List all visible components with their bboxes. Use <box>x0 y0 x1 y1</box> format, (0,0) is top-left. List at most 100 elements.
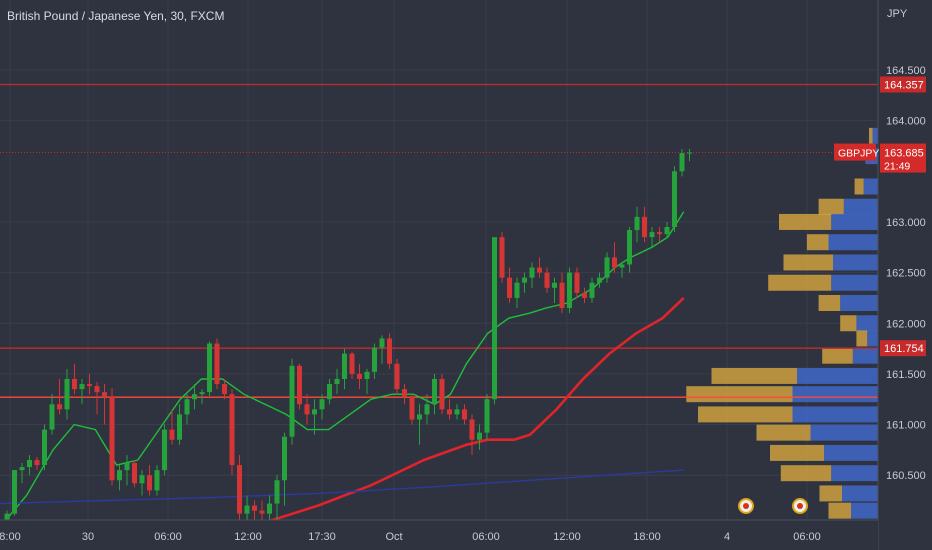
candle-body <box>454 409 460 415</box>
volume-profile-bar-down <box>783 254 833 271</box>
candle-body <box>274 480 280 504</box>
price-level-tag <box>880 76 926 93</box>
candle-body <box>252 505 257 511</box>
x-axis-ticks: 8:00 30 06:00 12:00 17:30 Oct 06:00 12:00 18:00 4… <box>0 531 821 543</box>
candle-body <box>447 409 452 415</box>
candle-body <box>177 414 182 440</box>
y-tick-label: 160.500 <box>886 470 926 482</box>
candle-body <box>289 365 295 437</box>
x-tick-label: 06:00 <box>154 531 182 543</box>
candle-body <box>627 230 632 265</box>
candles <box>4 149 692 524</box>
x-tick-label: 12:00 <box>234 531 262 543</box>
volume-profile-bar-up <box>792 406 878 423</box>
candle-body <box>12 470 17 514</box>
candle-body <box>567 272 572 309</box>
candle-body <box>582 292 587 298</box>
volume-profile-bar-down <box>806 234 829 251</box>
x-tick-label: 06:00 <box>793 531 821 543</box>
volume-profile-bar-down <box>779 213 832 230</box>
volume-profile-bar-down <box>828 502 851 519</box>
y-axis-ticks: 164.500 164.000 163.000 162.500 162.000 161.5… <box>886 65 926 482</box>
time-axis[interactable] <box>0 520 878 550</box>
candle-body <box>267 503 272 514</box>
candle-body <box>657 232 662 235</box>
volume-profile-bar-down <box>768 274 832 291</box>
candle-body <box>4 513 10 521</box>
volume-profile-bar-up <box>831 213 878 230</box>
candle-body <box>612 257 617 268</box>
candle-body <box>357 373 362 379</box>
candle-body <box>297 365 302 405</box>
candle-body <box>484 399 490 433</box>
volume-profile-bar-down <box>770 444 824 461</box>
candle-body <box>319 399 325 410</box>
x-tick-label: 18:00 <box>633 531 661 543</box>
volume-profile-bar-down <box>869 127 873 144</box>
candle-body <box>222 384 227 395</box>
volume-profile-bar-up <box>863 178 878 195</box>
x-tick-label: 30 <box>82 531 94 543</box>
x-tick-label: 06:00 <box>472 531 500 543</box>
candle-body <box>492 237 497 400</box>
volume-profile-bar-down <box>840 315 857 332</box>
volume-profile-bar-up <box>831 465 878 482</box>
price-levels <box>0 83 878 398</box>
candle-body <box>597 277 602 283</box>
candle-body <box>117 470 122 481</box>
symbol-tag-label: GBPJPY <box>838 148 879 160</box>
volume-profile-bar-up <box>840 294 878 311</box>
candle-body <box>342 353 347 379</box>
candle-body <box>49 404 55 430</box>
volume-profile-bar-down <box>686 386 793 403</box>
candle-body <box>477 432 482 440</box>
candle-body <box>94 386 100 393</box>
economic-event-icon[interactable] <box>792 498 808 514</box>
volume-profile-bar-up <box>843 198 878 215</box>
volume-profile-bar-down <box>818 294 841 311</box>
economic-event-icon[interactable] <box>738 498 754 514</box>
candle-body <box>199 392 205 395</box>
y-tick-label: 164.500 <box>886 65 926 77</box>
candle-body <box>57 404 62 410</box>
candle-body <box>154 470 160 491</box>
candle-body <box>619 264 625 268</box>
candle-body <box>184 399 190 415</box>
candle-body <box>507 277 512 298</box>
volume-profile-bar-down <box>780 465 832 482</box>
candle-body <box>169 429 175 440</box>
candle-body <box>664 227 670 235</box>
candle-body <box>439 378 445 410</box>
candle-body <box>229 394 235 466</box>
candle-body <box>522 277 527 283</box>
volume-profile-bar-up <box>867 330 878 347</box>
y-tick-label: 162.000 <box>886 318 926 330</box>
volume-profile-bar-up <box>824 444 878 461</box>
volume-profile-bar-down <box>854 178 864 195</box>
candle-body <box>387 338 392 364</box>
price-level-tag-label: 161.754 <box>884 343 924 355</box>
volume-profile-bar-up <box>797 367 878 384</box>
volume-profile-bar-down <box>822 347 853 364</box>
candle-body <box>139 475 145 484</box>
candle-body <box>672 171 677 228</box>
candle-body <box>559 282 565 309</box>
candle-body <box>147 475 152 491</box>
volume-profile-bar-down <box>698 406 793 423</box>
candle-body <box>162 429 167 471</box>
candle-body <box>649 232 655 238</box>
candle-body <box>417 414 422 420</box>
candle-body <box>514 282 520 298</box>
candle-body <box>304 404 310 415</box>
moving-average-line <box>0 469 684 505</box>
candle-body <box>72 378 77 390</box>
volume-profile-bar-up <box>872 127 878 144</box>
candle-body <box>499 237 505 278</box>
volume-profile-bar-up <box>810 424 878 441</box>
candle-body <box>79 384 85 390</box>
price-level-tag-label: 164.357 <box>884 79 924 91</box>
candle-body <box>34 460 40 466</box>
symbol-tag <box>834 143 876 161</box>
